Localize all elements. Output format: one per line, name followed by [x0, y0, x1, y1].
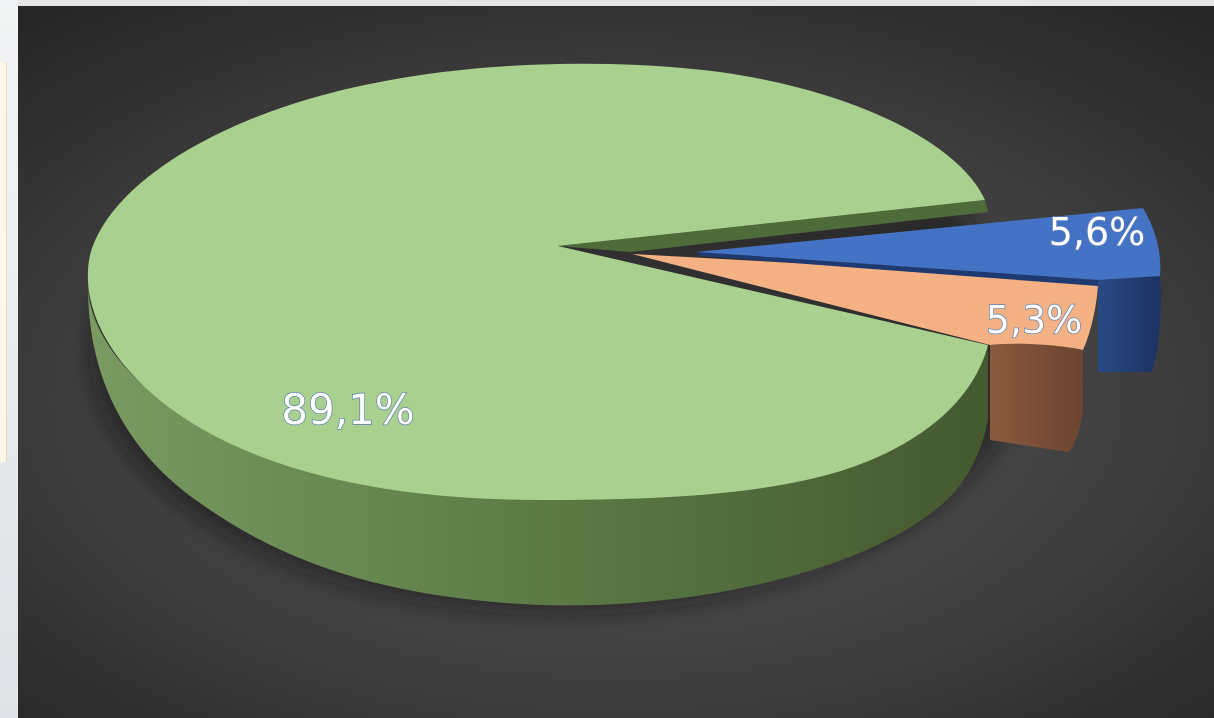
slice-89-top [87, 63, 989, 500]
slice-5-3-top [632, 254, 1098, 350]
data-label-5-3: 5,3% [986, 298, 1083, 342]
slice-5-3-side [990, 343, 1083, 452]
slice-5-6-side [1098, 276, 1161, 372]
side-panel-tab [0, 62, 7, 462]
data-label-89-1: 89,1% [281, 385, 414, 434]
slice-89-side [88, 286, 988, 606]
slice-5-6-top [696, 208, 1161, 280]
slice-5-6-edge [696, 252, 1098, 286]
data-label-5-6: 5,6% [1049, 210, 1146, 254]
slice-89-cut [558, 200, 988, 252]
